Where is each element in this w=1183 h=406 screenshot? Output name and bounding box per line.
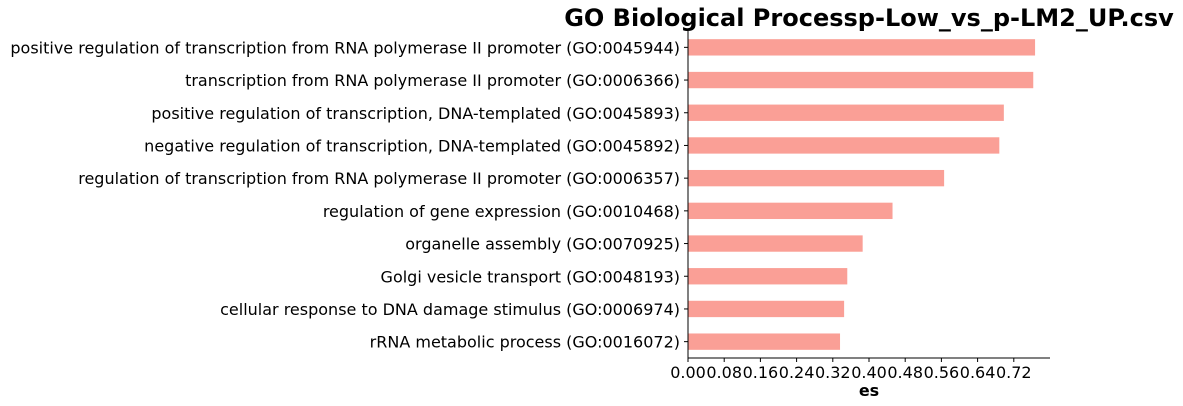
category-label: positive regulation of transcription, DN… xyxy=(151,104,680,123)
x-tick-label: 0.08 xyxy=(706,363,742,382)
bar xyxy=(688,104,1004,121)
bar xyxy=(688,39,1036,56)
category-label: cellular response to DNA damage stimulus… xyxy=(220,300,680,319)
bar xyxy=(688,333,841,350)
bar xyxy=(688,71,1034,89)
category-label: Golgi vesicle transport (GO:0048193) xyxy=(381,267,680,286)
category-labels: positive regulation of transcription fro… xyxy=(10,38,688,352)
category-label: regulation of transcription from RNA pol… xyxy=(78,169,680,188)
x-tick-label: 0.64 xyxy=(960,363,996,382)
category-label: regulation of gene expression (GO:001046… xyxy=(323,202,680,221)
x-tick-label: 0.48 xyxy=(887,363,923,382)
x-tick-label: 0.16 xyxy=(743,363,779,382)
x-tick-label: 0.24 xyxy=(779,363,815,382)
category-label: positive regulation of transcription fro… xyxy=(10,38,680,57)
category-label: transcription from RNA polymerase II pro… xyxy=(185,71,680,90)
bar xyxy=(688,300,845,318)
bar xyxy=(688,235,863,252)
category-label: negative regulation of transcription, DN… xyxy=(144,136,680,155)
x-tick-label: 0.56 xyxy=(924,363,960,382)
bar xyxy=(688,202,893,220)
x-tick-label: 0.72 xyxy=(996,363,1032,382)
x-tick-label: 0.40 xyxy=(851,363,887,382)
bar xyxy=(688,169,945,187)
x-tick-label: 0.00 xyxy=(670,363,706,382)
bars-group xyxy=(688,39,1036,350)
x-axis-label: es xyxy=(859,381,879,400)
category-label: organelle assembly (GO:0070925) xyxy=(405,235,680,254)
x-tick-label: 0.32 xyxy=(815,363,851,382)
chart-title: GO Biological Processp-Low_vs_p-LM2_UP.c… xyxy=(564,4,1174,32)
bar xyxy=(688,137,1000,154)
bar xyxy=(688,268,848,285)
x-ticks: 0.00 0.08 0.16 0.24 0.32 0.40 0.48 0.56 0.64 0.72 xyxy=(670,358,1032,382)
category-label: rRNA metabolic process (GO:0016072) xyxy=(370,333,680,352)
